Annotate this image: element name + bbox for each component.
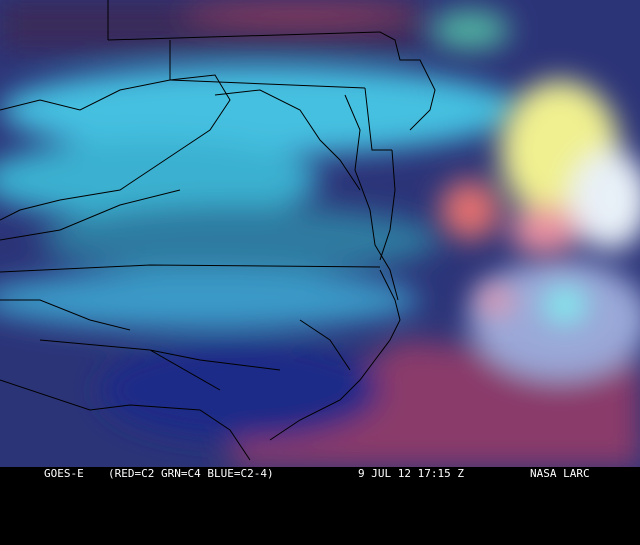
chesapeake-bay — [344, 94, 399, 301]
political-boundaries — [0, 0, 436, 461]
convective-cell — [440, 180, 500, 240]
image-caption-bar: GOES-E (RED=C2 GRN=C4 BLUE=C2-4) 9 JUL 1… — [0, 467, 640, 480]
convective-cell — [477, 285, 513, 315]
wv-border — [0, 74, 231, 221]
green-cloud-ne — [430, 10, 510, 50]
cyan-cell — [543, 287, 587, 323]
satellite-image-viewer: GOES-E (RED=C2 GRN=C4 BLUE=C2-4) 9 JUL 1… — [0, 0, 640, 480]
channel-legend: (RED=C2 GRN=C4 BLUE=C2-4) — [108, 467, 274, 480]
de-border — [364, 87, 392, 151]
outer-banks — [269, 269, 401, 441]
dark-land-nc — [100, 340, 380, 440]
va-nc-border — [0, 264, 381, 273]
white-cloud — [570, 150, 640, 250]
tn-nc-border — [0, 299, 131, 331]
va-ky-border — [0, 189, 181, 241]
cloud-band-south — [0, 270, 420, 330]
image-datetime: 9 JUL 12 17:15 Z — [358, 467, 464, 480]
image-credit: NASA LARC — [530, 467, 590, 480]
delmarva-coast — [379, 149, 396, 261]
pa-md-border — [169, 79, 366, 89]
satellite-imagery — [0, 0, 640, 467]
cloud-band-central — [0, 140, 320, 220]
nj-coast — [379, 31, 436, 131]
convective-cell — [510, 205, 580, 255]
pa-ny-border — [107, 31, 381, 41]
cloud-mid-atlantic — [40, 205, 440, 275]
nc-sc-border — [0, 379, 251, 461]
nc-counties — [39, 319, 351, 391]
red-streak-north — [180, 5, 420, 25]
satellite-name: GOES-E — [44, 467, 84, 480]
md-va-border — [214, 89, 361, 191]
